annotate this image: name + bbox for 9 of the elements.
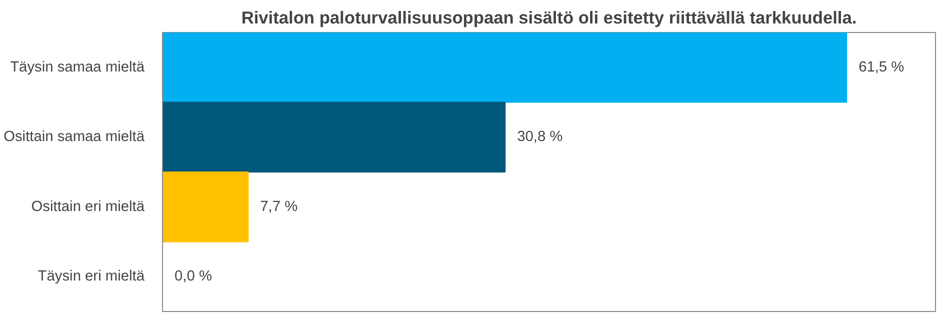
y-tick-label: Täysin samaa mieltä (10, 59, 146, 76)
data-label: 30,8 % (517, 129, 563, 146)
y-tick-label: Osittain eri mieltä (31, 198, 146, 215)
chart-title: Rivitalon paloturvallisuusoppaan sisältö oli esitetty riittävällä tarkkuudella. (241, 8, 857, 28)
y-tick-label: Osittain samaa mieltä (4, 129, 146, 146)
y-tick-label: Täysin eri mieltä (38, 268, 146, 285)
data-label: 61,5 % (858, 59, 904, 76)
data-label: 0,0 % (174, 268, 212, 285)
data-label: 7,7 % (260, 198, 298, 215)
